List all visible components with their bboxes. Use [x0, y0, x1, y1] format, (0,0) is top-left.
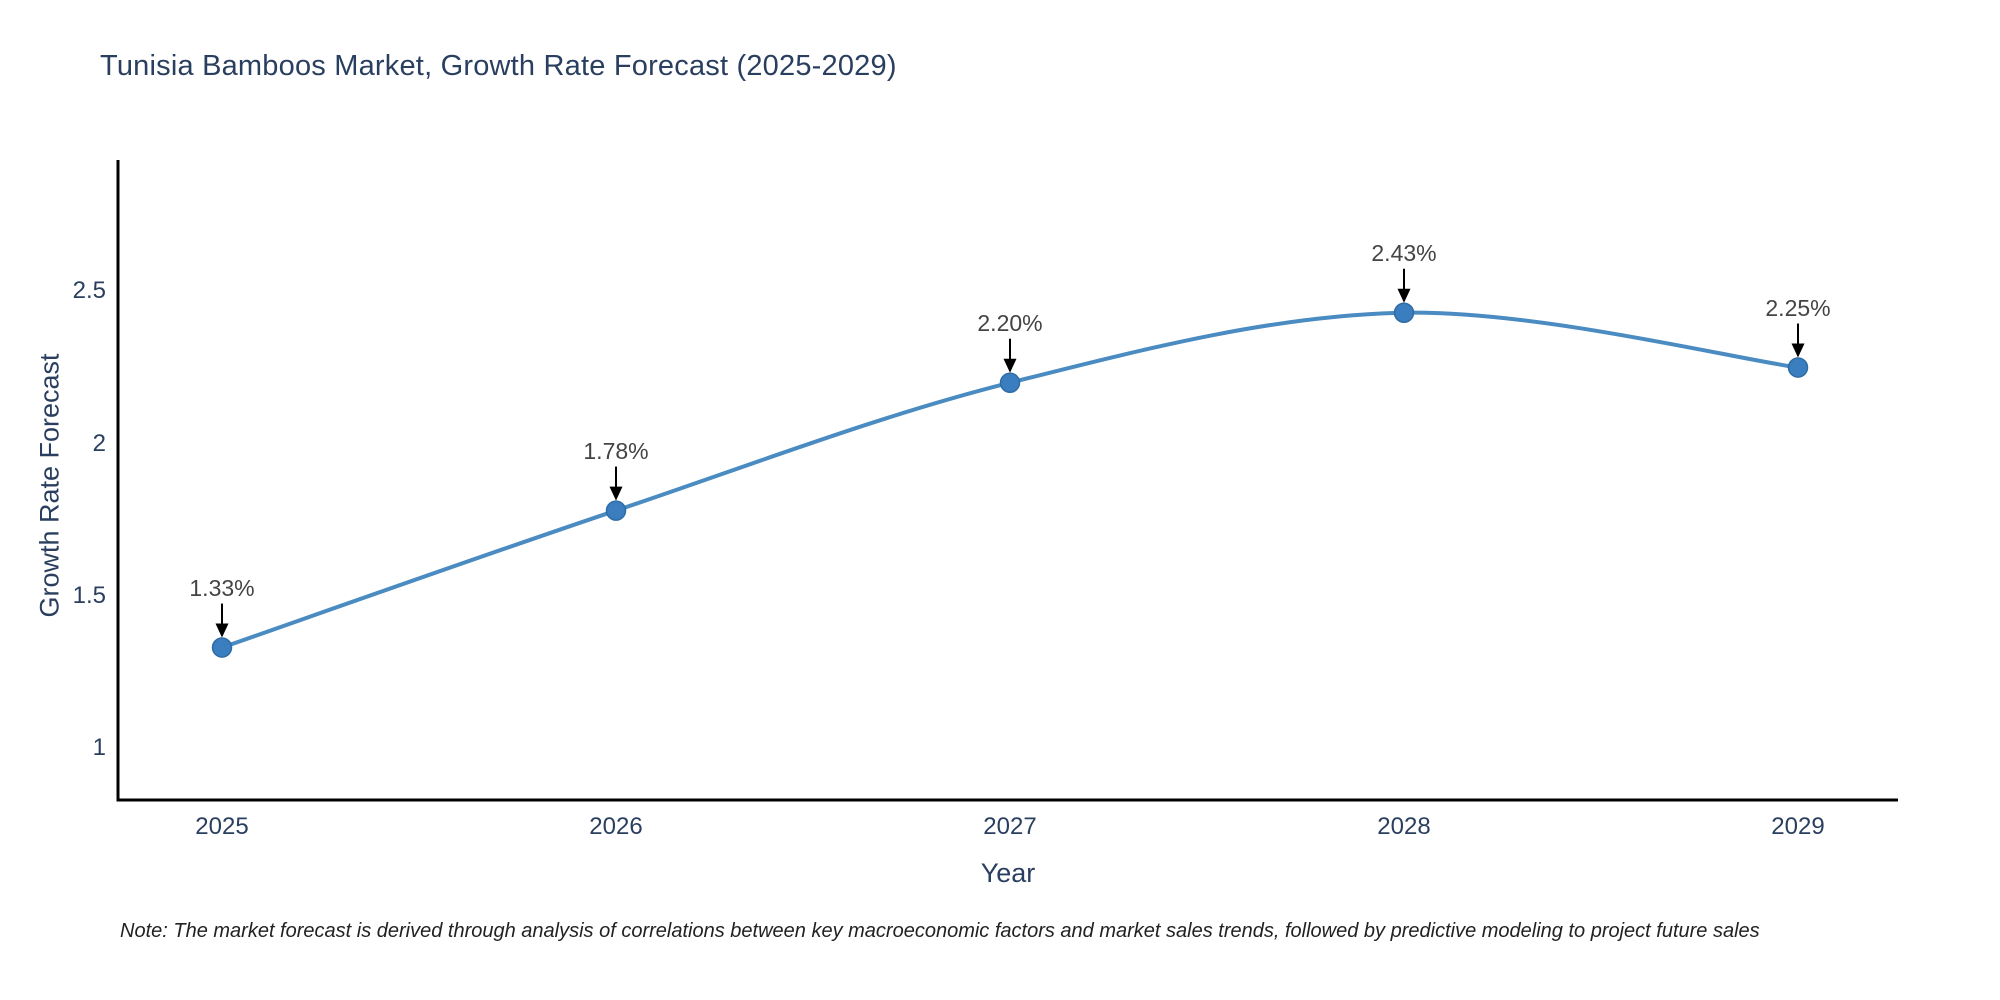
data-point-marker [999, 372, 1021, 393]
y-tick-label: 1 [92, 734, 106, 761]
chart-title: Tunisia Bamboos Market, Growth Rate Fore… [100, 50, 897, 82]
annotation-arrowhead [1397, 288, 1411, 303]
data-point-marker [211, 637, 233, 658]
data-point-value-label: 2.25% [1765, 294, 1831, 321]
data-point-marker [605, 500, 627, 521]
data-point-marker [1787, 357, 1809, 378]
x-tick-label: 2026 [589, 813, 643, 840]
x-tick-label: 2025 [195, 813, 249, 840]
annotation-arrowhead [1791, 343, 1805, 358]
data-point-value-label: 2.43% [1371, 239, 1437, 266]
annotation-arrowhead [609, 486, 623, 501]
annotation-arrowhead [215, 623, 229, 638]
y-tick-label: 2 [92, 429, 106, 457]
annotation-arrowhead [1003, 358, 1017, 373]
footnote: Note: The market forecast is derived thr… [120, 920, 1760, 942]
x-tick-label: 2027 [983, 813, 1037, 840]
x-tick-label: 2029 [1771, 813, 1825, 840]
x-tick-label: 2028 [1377, 813, 1431, 840]
data-point-value-label: 1.78% [583, 437, 649, 464]
y-tick-label: 2.5 [72, 277, 106, 305]
x-axis-title: Year [980, 858, 1036, 888]
y-tick-label: 1.5 [72, 581, 106, 609]
data-point-value-label: 1.33% [189, 574, 255, 601]
data-point-marker [1393, 302, 1415, 323]
data-point-value-label: 2.20% [977, 309, 1043, 336]
